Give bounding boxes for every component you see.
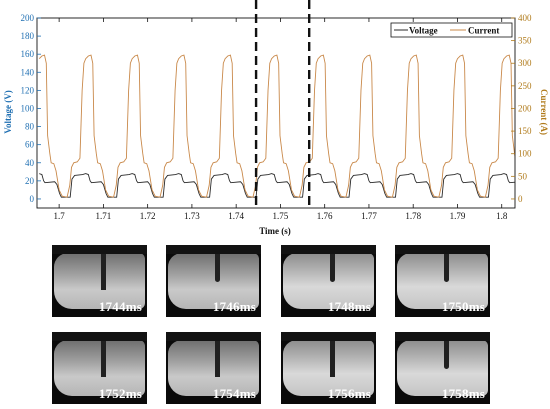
y-left-tick-label: 0 [30,194,35,204]
workpiece-region [54,253,145,309]
y-axis-label-right: Current (A) [539,89,549,135]
arc-frame-image: 1746ms [166,245,261,317]
frame-time-label: 1746ms [212,299,256,314]
torch-shadow [166,332,261,341]
y-right-tick-label: 150 [518,126,532,136]
x-tick-label: 1.75 [273,211,289,221]
frame-time-label: 1754ms [212,386,256,401]
arc-frame-image: 1758ms [395,332,490,404]
y-right-tick-label: 50 [518,171,528,181]
arc-frame-image: 1744ms [52,245,147,317]
torch-shadow [52,332,147,341]
y-right-tick-label: 350 [518,36,532,46]
x-tick-label: 1.77 [361,211,377,221]
torch-shadow [166,245,261,254]
x-tick-label: 1.73 [184,211,200,221]
y-left-tick-label: 140 [21,67,35,77]
x-axis-label: Time (s) [259,226,291,236]
y-left-tick-label: 160 [21,49,35,59]
y-left-tick-label: 120 [21,85,35,95]
arc-frame-image: 1750ms [395,245,490,317]
frame-time-label: 1752ms [98,386,142,401]
y-left-tick-label: 180 [21,31,35,41]
torch-shadow [52,245,147,254]
electrode-wire [330,341,335,377]
y-left-tick-label: 40 [25,158,35,168]
workpiece-region [168,253,259,309]
workpiece-region [397,253,488,309]
x-tick-label: 1.71 [96,211,112,221]
y-right-tick-label: 300 [518,58,532,68]
y-left-tick-label: 100 [21,103,35,113]
frame-time-label: 1750ms [441,299,485,314]
electrode-wire [330,254,335,282]
workpiece-region [168,340,259,396]
axes-layer: 0 20 40 60 80 100 120 140 160 180 200 0 50 100 150 200 2… [21,13,533,221]
y-left-tick-label: 200 [21,13,35,23]
workpiece-region [283,340,374,396]
workpiece-region [54,340,145,396]
electrode-wire [444,254,449,282]
legend: Voltage Current [390,22,513,38]
frame-time-label: 1756ms [327,386,371,401]
y-right-tick-label: 0 [518,194,523,204]
electrode-wire [444,341,449,369]
arc-frame-image: 1752ms [52,332,147,404]
y-right-tick-label: 100 [518,149,532,159]
x-tick-label: 1.76 [317,211,333,221]
series-line-current [38,54,515,198]
electrode-wire [215,341,220,377]
x-tick-label: 1.79 [450,211,466,221]
workpiece-region [397,340,488,396]
y-right-tick-label: 250 [518,81,532,91]
y-axis-label-left: Voltage (V) [3,90,13,133]
frame-time-label: 1758ms [441,386,485,401]
arc-frame-image: 1756ms [281,332,376,404]
plot-frame [36,17,516,209]
x-tick-label: 1.78 [405,211,421,221]
torch-shadow [395,332,490,341]
torch-shadow [281,245,376,254]
torch-shadow [281,332,376,341]
workpiece-region [283,253,374,309]
electrode-wire [101,254,106,290]
y-left-tick-label: 80 [25,122,35,132]
y-right-tick-label: 400 [518,13,532,23]
arc-frame-image: 1748ms [281,245,376,317]
y-left-tick-label: 20 [25,176,35,186]
x-tick-label: 1.74 [228,211,244,221]
electrode-wire [101,341,106,377]
x-tick-label: 1.8 [496,211,508,221]
legend-label-current: Current [468,26,499,36]
voltage-current-chart: 0 20 40 60 80 100 120 140 160 180 200 0 50 100 150 200 2… [3,0,549,236]
y-left-tick-label: 60 [25,140,35,150]
torch-shadow [395,245,490,254]
legend-label-voltage: Voltage [409,26,438,36]
electrode-wire [215,254,220,282]
plot-layer [38,0,515,208]
x-tick-label: 1.72 [140,211,156,221]
arc-frame-image: 1754ms [166,332,261,404]
frame-time-label: 1748ms [327,299,371,314]
frame-time-label: 1744ms [98,299,142,314]
series-line-voltage [39,173,515,198]
x-tick-label: 1.7 [54,211,66,221]
y-right-tick-label: 200 [518,103,532,113]
